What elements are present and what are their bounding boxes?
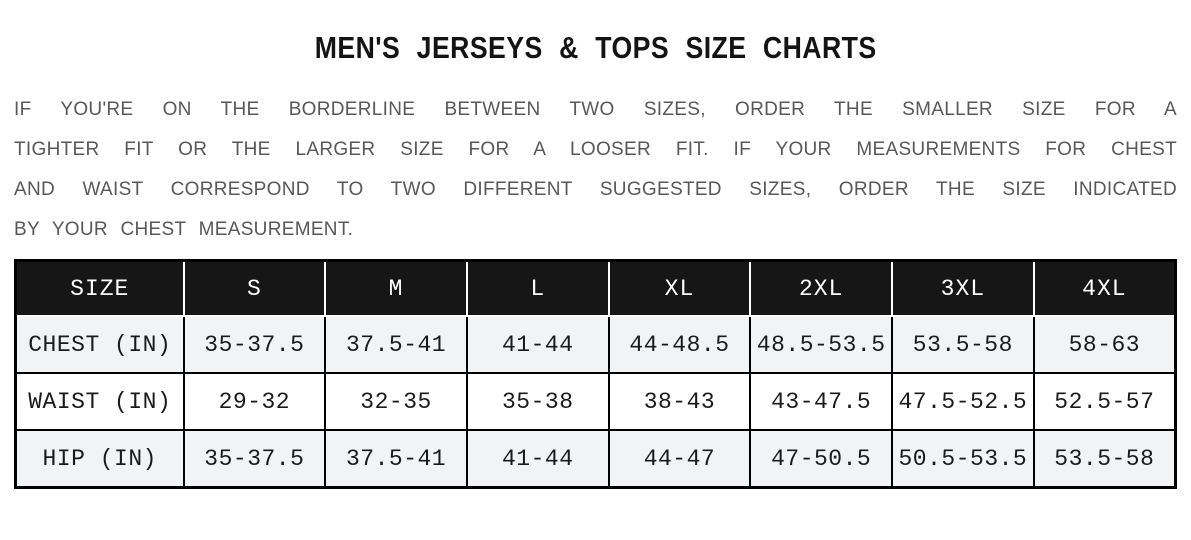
waist-4xl-cell: 52.5-57 bbox=[1032, 372, 1177, 431]
col-header-size: SIZE bbox=[14, 259, 185, 317]
header-row: SIZE S M L XL 2XL 3XL 4XL bbox=[14, 259, 1177, 317]
title-bar: MEN'S JERSEYS & TOPS SIZE CHARTS bbox=[0, 30, 1191, 74]
chest-m-cell: 37.5-41 bbox=[324, 315, 468, 374]
waist-m-cell: 32-35 bbox=[324, 372, 468, 431]
chest-xl-cell: 44-48.5 bbox=[607, 315, 752, 374]
col-header-l: L bbox=[465, 259, 610, 317]
size-chart-table: SIZE S M L XL 2XL 3XL 4XL CHEST (IN) 35-… bbox=[14, 259, 1177, 489]
intro-line-4: BY YOUR CHEST MEASUREMENT. bbox=[14, 219, 354, 240]
waist-l-cell: 35-38 bbox=[465, 372, 610, 431]
col-header-3xl: 3XL bbox=[891, 259, 1035, 317]
row-label-waist: WAIST (IN) bbox=[14, 372, 185, 431]
col-header-xl: XL bbox=[607, 259, 752, 317]
waist-s-cell: 29-32 bbox=[182, 372, 327, 431]
hip-3xl-cell: 50.5-53.5 bbox=[891, 429, 1035, 489]
table-row-waist: WAIST (IN) 29-32 32-35 35-38 38-43 43-47… bbox=[14, 372, 1177, 431]
chest-3xl-cell: 53.5-58 bbox=[891, 315, 1035, 374]
col-header-s: S bbox=[182, 259, 327, 317]
hip-s-cell: 35-37.5 bbox=[182, 429, 327, 489]
intro-line-3: AND WAIST CORRESPOND TO TWO DIFFERENT SU… bbox=[14, 179, 1177, 200]
intro-line-1: IF YOU'RE ON THE BORDERLINE BETWEEN TWO … bbox=[14, 99, 1177, 120]
intro-paragraph: IF YOU'RE ON THE BORDERLINE BETWEEN TWO … bbox=[14, 90, 1177, 250]
row-label-chest: CHEST (IN) bbox=[14, 315, 185, 374]
col-header-2xl: 2XL bbox=[749, 259, 894, 317]
waist-3xl-cell: 47.5-52.5 bbox=[891, 372, 1035, 431]
page-title: MEN'S JERSEYS & TOPS SIZE CHARTS bbox=[314, 30, 877, 65]
row-label-hip: HIP (IN) bbox=[14, 429, 185, 489]
table-row-chest: CHEST (IN) 35-37.5 37.5-41 41-44 44-48.5… bbox=[14, 315, 1177, 374]
hip-m-cell: 37.5-41 bbox=[324, 429, 468, 489]
intro-line-2: TIGHTER FIT OR THE LARGER SIZE FOR A LOO… bbox=[14, 139, 1177, 160]
table-row-hip: HIP (IN) 35-37.5 37.5-41 41-44 44-47 47-… bbox=[14, 429, 1177, 489]
hip-4xl-cell: 53.5-58 bbox=[1032, 429, 1177, 489]
chest-4xl-cell: 58-63 bbox=[1032, 315, 1177, 374]
hip-2xl-cell: 47-50.5 bbox=[749, 429, 894, 489]
waist-xl-cell: 38-43 bbox=[607, 372, 752, 431]
chest-s-cell: 35-37.5 bbox=[182, 315, 327, 374]
col-header-4xl: 4XL bbox=[1032, 259, 1177, 317]
hip-l-cell: 41-44 bbox=[465, 429, 610, 489]
chest-2xl-cell: 48.5-53.5 bbox=[749, 315, 894, 374]
waist-2xl-cell: 43-47.5 bbox=[749, 372, 894, 431]
hip-xl-cell: 44-47 bbox=[607, 429, 752, 489]
chest-l-cell: 41-44 bbox=[465, 315, 610, 374]
col-header-m: M bbox=[324, 259, 468, 317]
